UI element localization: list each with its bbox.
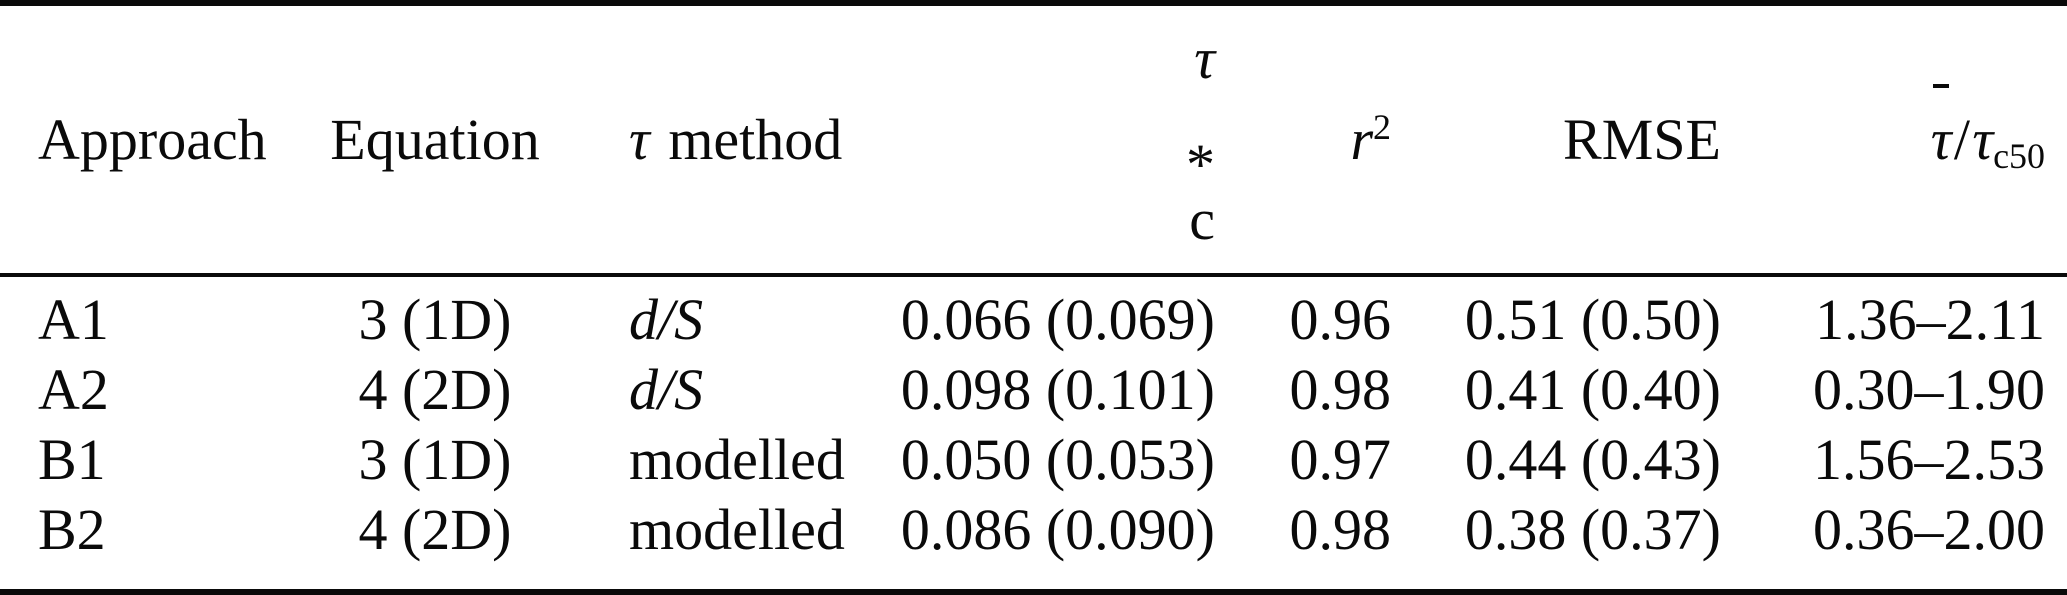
tau-symbol: τ [629,106,650,172]
c50-subscript: c50 [1993,135,2045,176]
cell-tau-c-star: 0.066 (0.069) [900,287,1215,353]
cell-equation: 4 (2D) [358,357,512,423]
cell-rmse: 0.44 (0.43) [1464,427,1721,493]
header-rmse: RMSE [1398,3,1728,278]
cell-tau-ratio: 0.36–2.00 [1813,497,2045,563]
cell-tau-method: modelled [560,425,900,495]
cell-tau-method: modelled [560,495,900,592]
cell-r-squared: 0.98 [1289,497,1392,563]
c-subscript: c [1189,187,1215,253]
header-tau-c-star: τ * c [900,3,1222,278]
tau-method-value: modelled [629,427,845,493]
cell-r-squared: 0.96 [1289,287,1392,353]
tau-c-star-scripts: * c [900,112,1215,273]
table-row: B2 4 (2D) modelled 0.086 (0.090) 0.98 0.… [0,495,2067,592]
table-row: B1 3 (1D) modelled 0.050 (0.053) 0.97 0.… [0,425,2067,495]
header-equation-label: Equation [330,106,540,172]
cell-r-squared: 0.98 [1289,357,1392,423]
cell-r-squared: 0.97 [1289,427,1392,493]
cell-approach: A1 [38,287,109,353]
tau-symbol: τ [1972,106,1994,172]
cell-tau-c-star: 0.050 (0.053) [900,427,1215,493]
cell-tau-ratio: 1.36–2.11 [1815,287,2045,353]
tau-symbol: τ [1194,26,1215,91]
cell-rmse: 0.51 (0.50) [1464,287,1721,353]
cell-tau-method: d/S [560,355,900,425]
r-symbol: r [1350,106,1374,172]
cell-tau-ratio: 1.56–2.53 [1813,427,2045,493]
cell-tau-method: d/S [560,275,900,355]
cell-equation: 4 (2D) [358,497,512,563]
cell-rmse: 0.38 (0.37) [1464,497,1721,563]
cell-tau-c-star: 0.098 (0.101) [900,357,1215,423]
tau-bar-symbol: τ [1931,84,1952,193]
asterisk-superscript: * [1186,132,1215,197]
tau-method-value: d/S [629,357,704,423]
header-tau-ratio: τ/τc50 [1728,3,2067,278]
slash-symbol: / [1953,106,1970,172]
squared-superscript: 2 [1373,106,1391,147]
header-equation: Equation [310,3,560,278]
cell-approach: B2 [38,497,106,563]
cell-tau-c-star: 0.086 (0.090) [900,497,1215,563]
tau-method-value: modelled [629,497,845,563]
cell-equation: 3 (1D) [358,287,512,353]
header-rmse-label: RMSE [1563,106,1721,172]
cell-rmse: 0.41 (0.40) [1464,357,1721,423]
table-row: A2 4 (2D) d/S 0.098 (0.101) 0.98 0.41 (0… [0,355,2067,425]
header-tau-method: τ method [560,3,900,278]
header-r-squared: r2 [1222,3,1398,278]
cell-approach: A2 [38,357,109,423]
table-header-row: Approach Equation τ method τ * c r2 RMSE τ/… [0,3,2067,278]
header-approach-label: Approach [38,106,267,172]
header-tau-method-label: method [668,106,843,172]
cell-equation: 3 (1D) [358,427,512,493]
header-approach: Approach [0,3,310,278]
tau-method-value: d/S [629,287,704,353]
cell-approach: B1 [38,427,106,493]
table-row: A1 3 (1D) d/S 0.066 (0.069) 0.96 0.51 (0… [0,275,2067,355]
cell-tau-ratio: 0.30–1.90 [1813,357,2045,423]
